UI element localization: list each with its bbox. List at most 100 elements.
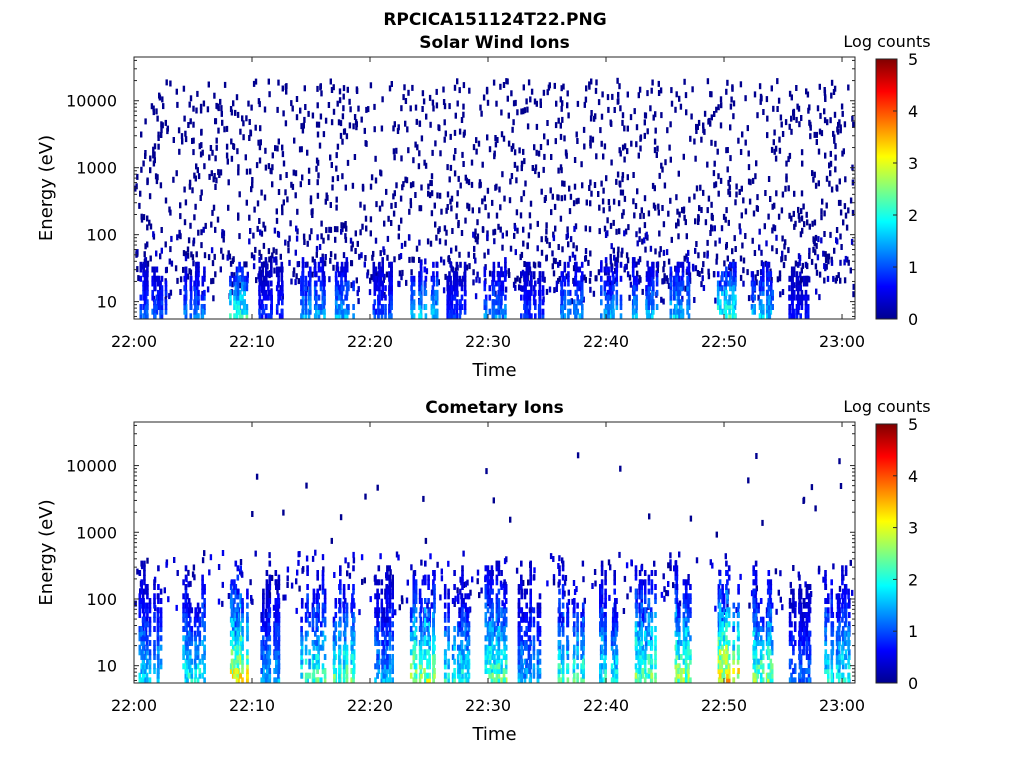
heatmap-cell	[754, 274, 757, 281]
heatmap-cell	[793, 223, 796, 230]
heatmap-cell	[209, 554, 213, 561]
heatmap-cell	[446, 304, 449, 310]
heatmap-cell	[304, 672, 308, 679]
heatmap-cell	[238, 191, 241, 198]
heatmap-cell	[563, 280, 567, 287]
heatmap-cell	[788, 294, 791, 301]
heatmap-cell	[728, 176, 732, 182]
heatmap-cell	[287, 247, 290, 254]
heatmap-cell	[537, 278, 540, 284]
heatmap-cell	[203, 607, 206, 614]
heatmap-cell	[615, 228, 618, 235]
heatmap-cell	[488, 146, 492, 153]
heatmap-cell	[249, 129, 252, 136]
heatmap-cell	[773, 202, 776, 209]
heatmap-cell	[796, 294, 800, 301]
heatmap-cell	[255, 277, 258, 284]
heatmap-cell	[284, 594, 287, 601]
heatmap-cell	[697, 215, 700, 222]
heatmap-cell	[543, 276, 546, 283]
heatmap-cell	[241, 635, 244, 642]
heatmap-cell	[672, 313, 676, 320]
heatmap-cell	[626, 148, 629, 155]
heatmap-cell	[571, 598, 574, 605]
heatmap-cell	[316, 677, 319, 684]
heatmap-cell	[670, 87, 673, 94]
heatmap-cell	[274, 640, 278, 646]
heatmap-cell	[482, 94, 486, 101]
heatmap-cell	[791, 304, 794, 310]
heatmap-cell	[669, 299, 673, 306]
heatmap-cell	[156, 280, 160, 287]
heatmap-cell	[270, 294, 273, 301]
heatmap-cell	[320, 90, 323, 97]
heatmap-cell	[207, 254, 211, 261]
heatmap-cell	[576, 280, 579, 287]
heatmap-cell	[588, 226, 592, 233]
heatmap-cell	[662, 249, 666, 256]
heatmap-cell	[852, 121, 855, 128]
heatmap-cell	[260, 626, 263, 632]
heatmap-cell	[523, 313, 526, 320]
heatmap-cell	[282, 110, 285, 117]
heatmap-cell	[301, 275, 305, 282]
heatmap-cell	[675, 280, 678, 287]
heatmap-cell	[369, 82, 373, 89]
heatmap-cell	[483, 195, 486, 202]
heatmap-cell	[277, 280, 280, 287]
heatmap-cell	[194, 616, 197, 623]
heatmap-cell	[182, 266, 185, 273]
heatmap-cell	[186, 246, 190, 253]
heatmap-cell	[637, 258, 640, 265]
heatmap-cell	[194, 203, 197, 210]
heatmap-cell	[424, 537, 428, 544]
heatmap-cell	[214, 184, 217, 190]
heatmap-cell	[159, 607, 163, 614]
heatmap-cell	[236, 294, 240, 301]
heatmap-cell	[485, 468, 488, 475]
heatmap-cell	[381, 285, 384, 292]
heatmap-cell	[248, 119, 251, 125]
heatmap-cell	[200, 142, 203, 149]
heatmap-cell	[449, 285, 453, 292]
heatmap-cell	[241, 668, 244, 674]
heatmap-cell	[266, 602, 269, 609]
heatmap-cell	[729, 155, 732, 162]
heatmap-cell	[153, 157, 156, 164]
heatmap-cell	[203, 308, 206, 315]
heatmap-cell	[237, 212, 240, 219]
heatmap-cell	[200, 229, 203, 236]
heatmap-cell	[180, 133, 184, 140]
heatmap-cell	[230, 640, 234, 646]
heatmap-cell	[311, 208, 314, 215]
heatmap-cell	[143, 630, 146, 637]
heatmap-cell	[593, 182, 597, 188]
heatmap-cell	[481, 161, 484, 168]
heatmap-cell	[703, 110, 707, 117]
heatmap-cell	[197, 173, 201, 180]
heatmap-cell	[713, 111, 716, 117]
heatmap-cell	[286, 582, 289, 588]
heatmap-cell	[793, 282, 796, 289]
heatmap-cell	[700, 136, 703, 143]
heatmap-cell	[675, 275, 678, 282]
heatmap-cell	[769, 285, 773, 292]
heatmap-cell	[140, 649, 143, 656]
heatmap-cell	[438, 238, 442, 245]
heatmap-cell	[229, 593, 233, 600]
heatmap-cell	[334, 275, 338, 282]
heatmap-cell	[301, 261, 305, 268]
heatmap-cell	[301, 308, 305, 315]
heatmap-cell	[804, 261, 808, 268]
heatmap-cell	[390, 81, 393, 87]
heatmap-cell	[159, 598, 163, 604]
colorbar-tick-label: 3	[908, 154, 918, 173]
heatmap-cell	[429, 180, 432, 186]
heatmap-cell	[660, 162, 663, 169]
heatmap-cell	[435, 102, 439, 109]
heatmap-cell	[184, 294, 188, 301]
heatmap-cell	[429, 553, 432, 560]
heatmap-cell	[134, 185, 137, 192]
heatmap-cell	[155, 308, 159, 315]
heatmap-cell	[242, 134, 245, 141]
